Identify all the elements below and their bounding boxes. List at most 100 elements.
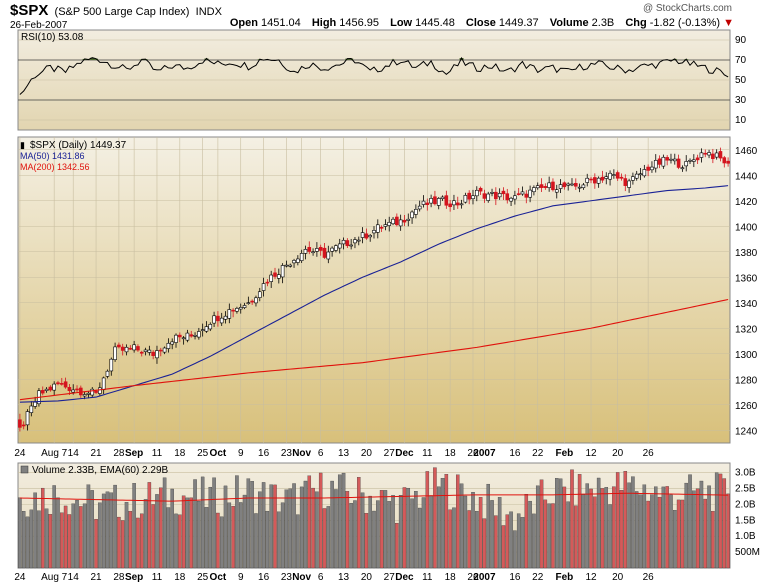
price-x-tick-label: 20 (612, 448, 624, 459)
volume-bar (280, 502, 285, 569)
candle-body (56, 382, 60, 385)
candle-body (170, 341, 175, 345)
volume-bar (299, 486, 304, 569)
candle-body (703, 152, 708, 155)
rsi-tick-label: 30 (735, 95, 747, 106)
candle-body (638, 173, 643, 176)
price-x-tick-label: 27 (384, 448, 396, 459)
candle-body (672, 158, 677, 162)
volume-bar (86, 484, 91, 569)
volume-bar (296, 514, 300, 569)
candle-body (520, 191, 525, 195)
volume-bar (440, 478, 445, 569)
candle-body (509, 197, 513, 202)
candle-body (345, 240, 350, 247)
volume-bar (360, 492, 365, 569)
candle-body (193, 334, 197, 337)
volume-bar (695, 488, 700, 569)
volume-tick-label: 1.5B (735, 515, 756, 526)
volume-bar (612, 486, 616, 569)
volume-bar (634, 491, 639, 569)
candle-body (688, 159, 692, 162)
volume-bar (528, 500, 532, 569)
price-x-tick-label: 23 (281, 448, 293, 459)
volume-bar (246, 478, 251, 569)
volume-bar (562, 486, 567, 569)
candle-body (79, 387, 83, 396)
volume-bar (204, 507, 209, 569)
candle-body (387, 221, 392, 226)
candle-body (440, 196, 445, 200)
candle-body (482, 193, 487, 199)
candle-body (490, 192, 494, 194)
price-x-tick-label: 22 (532, 448, 544, 459)
candle-body (86, 392, 91, 395)
volume-bar (395, 523, 399, 569)
volume-bar (692, 490, 696, 569)
candle-body (368, 235, 372, 238)
candle-body (600, 176, 605, 181)
volume-bar (250, 481, 254, 569)
volume-bar (661, 486, 666, 569)
volume-bar (273, 484, 277, 569)
candle-body (463, 195, 468, 203)
candle-body (48, 386, 53, 391)
volume-bar (551, 503, 555, 569)
volume-bar (155, 494, 159, 569)
volume-bar (406, 487, 411, 569)
volume-bar (315, 491, 319, 569)
candle-body (250, 300, 254, 303)
price-tick-label: 1360 (735, 273, 758, 284)
volume-bar (357, 477, 361, 569)
candle-body (178, 334, 182, 338)
volume-x-tick-label: 16 (258, 572, 270, 583)
volume-bar (52, 485, 56, 569)
candle-body (619, 176, 624, 179)
candle-body (513, 195, 517, 200)
volume-ema-line (19, 492, 729, 502)
price-x-tick-label: 25 (197, 448, 209, 459)
volume-legend: Volume 2.33B, EMA(60) 2.29B (32, 465, 169, 476)
volume-value: 2.3B (591, 17, 615, 29)
volume-bar (707, 485, 711, 569)
volume-bar (178, 514, 182, 569)
price-tick-label: 1320 (735, 324, 758, 335)
volume-bar (680, 499, 685, 569)
volume-bar (566, 501, 570, 569)
volume-bar (608, 504, 612, 569)
price-x-tick-label: 28 (113, 448, 125, 459)
close-value: 1449.37 (498, 17, 539, 29)
volume-tick-label: 500M (735, 547, 760, 558)
volume-bar (376, 500, 380, 569)
price-tick-label: 1420 (735, 197, 758, 208)
volume-bar (334, 489, 338, 569)
volume-x-tick-label: 2007 (473, 572, 496, 583)
volume-bar (520, 517, 525, 569)
volume-tick-label: 1.0B (735, 531, 756, 542)
candle-body (570, 183, 574, 186)
symbol-description: (S&P 500 Large Cap Index) (54, 6, 190, 18)
candle-body (604, 176, 609, 179)
price-x-tick-label: 14 (68, 448, 80, 459)
candle-body (288, 264, 293, 267)
price-x-tick-label: 20 (361, 448, 373, 459)
price-tick-label: 1300 (735, 350, 758, 361)
candle-body (208, 324, 213, 330)
candle-body (539, 184, 544, 188)
low-value: 1445.48 (415, 17, 455, 29)
candle-body (212, 315, 216, 324)
volume-x-tick-label: 28 (113, 572, 125, 583)
volume-x-tick-label: 16 (509, 572, 521, 583)
volume-bar (471, 492, 475, 569)
volume-bar (589, 488, 593, 569)
volume-bar (570, 469, 574, 569)
candle-body (67, 387, 72, 391)
volume-bar (330, 480, 334, 569)
volume-x-tick-label: Oct (210, 572, 227, 583)
ma200-legend: MA(200) 1342.56 (20, 162, 90, 172)
candle-body (714, 152, 719, 158)
rsi-tick-label: 70 (735, 55, 747, 66)
volume-bar (638, 494, 643, 569)
candle-body (642, 169, 647, 177)
